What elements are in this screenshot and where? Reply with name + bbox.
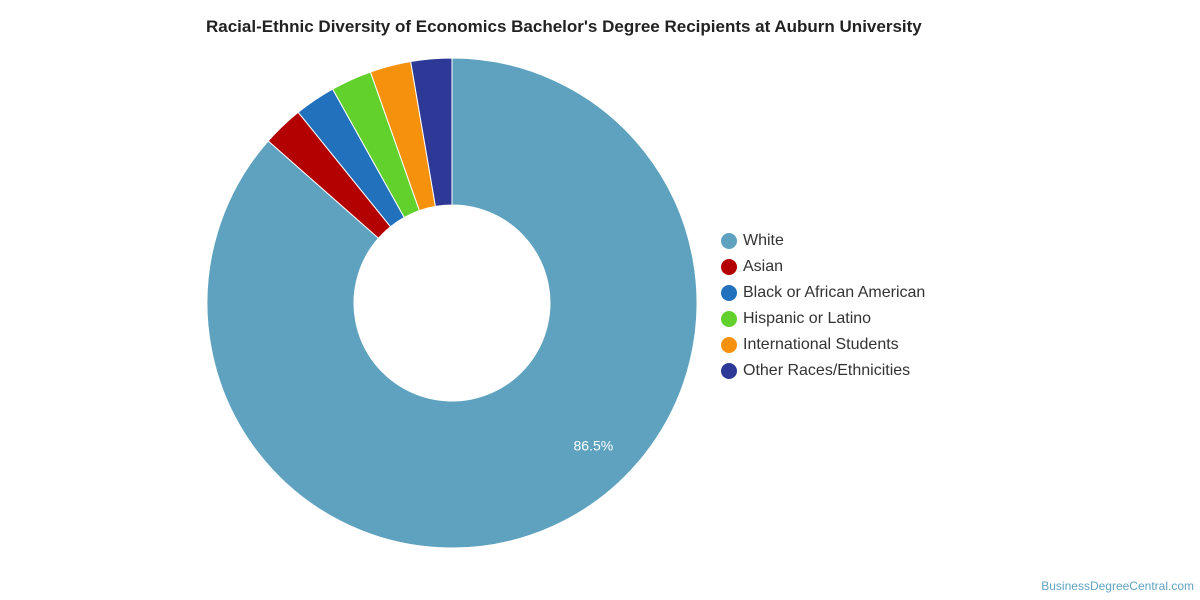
legend-label: Other Races/Ethnicities	[743, 362, 911, 379]
legend-color-dot	[721, 311, 737, 327]
data-label-white: 86.5%	[573, 437, 613, 453]
legend-item-other-races-ethnicities[interactable]: Other Races/Ethnicities	[721, 358, 925, 384]
legend-color-dot	[721, 233, 737, 249]
chart-title: Racial-Ethnic Diversity of Economics Bac…	[206, 17, 922, 36]
legend-color-dot	[721, 337, 737, 353]
legend-color-dot	[721, 363, 737, 379]
legend-label: White	[743, 232, 784, 249]
legend-label: International Students	[743, 336, 899, 353]
legend-color-dot	[721, 259, 737, 275]
legend-item-hispanic-or-latino[interactable]: Hispanic or Latino	[721, 306, 925, 332]
legend-color-dot	[721, 285, 737, 301]
legend-label: Hispanic or Latino	[743, 310, 872, 327]
legend-item-white[interactable]: White	[721, 228, 925, 254]
legend-item-black-or-african-american[interactable]: Black or African American	[721, 280, 925, 306]
donut-slice-other-races-ethnicities[interactable]	[410, 57, 453, 207]
legend-item-asian[interactable]: Asian	[721, 254, 925, 280]
chart-legend: White Asian Black or African American Hispa…	[721, 228, 925, 384]
legend-label: Asian	[743, 258, 784, 275]
legend-item-international-students[interactable]: International Students	[721, 332, 925, 358]
legend-label: Black or African American	[743, 284, 926, 301]
donut-slice-white[interactable]	[206, 57, 698, 549]
site-credit[interactable]: BusinessDegreeCentral.com	[1041, 579, 1194, 593]
